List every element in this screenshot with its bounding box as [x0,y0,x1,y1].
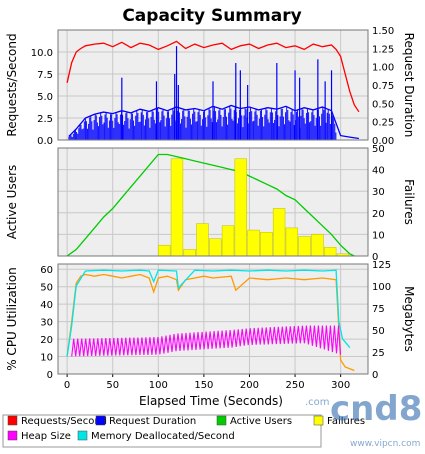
y-tick-label: 60 [40,265,53,276]
legend-label: Failures [327,416,365,427]
plot-frame [57,147,369,257]
bar-failures [209,238,222,257]
y2-axis-title: Megabytes [402,286,416,352]
bar-failures [196,223,209,257]
series-active-users [66,153,355,257]
y2-tick-label: 100 [372,282,391,293]
watermark-url: www.vipcn.com [350,439,420,449]
bar-failures [298,236,311,257]
x-tick-label: 0 [64,380,70,391]
y-tick-label: 5.0 [37,92,53,103]
series-memory-deallocated-second [66,269,351,357]
y-tick-label: 10 [40,353,53,364]
y-tick-label: 40 [40,300,53,311]
y2-tick-label: 25 [372,348,385,359]
legend-swatch [7,415,18,426]
bar-failures [247,229,260,257]
bar-failures [158,244,171,257]
legend-swatch [77,430,88,441]
panel-bottom: 0 10 20 30 40 50 60 0 25 50 75 100 125 0 50 100 150 200 25… [5,260,416,391]
y2-tick-label: 0.50 [372,99,394,110]
y2-tick-label: 0 [372,370,378,381]
plot-frame [57,29,369,141]
y-tick-label: 2.5 [37,114,53,125]
bar-failures [311,234,324,257]
bar-failures [183,249,196,257]
legend-label: Heap Size [21,431,71,442]
y-axis-title: Requests/Second [5,33,19,136]
series-heap-size [71,325,342,357]
y-tick-label: 0 [47,370,53,381]
legend: Requests/Second Request Duration Active Us… [2,414,365,448]
y2-tick-label: 125 [372,260,391,271]
x-tick-label: 250 [286,380,305,391]
y2-axis-title: Request Duration [402,33,416,138]
watermark-com: .com [305,397,330,408]
bar-failures [234,158,247,257]
y-tick-label: 10.0 [31,48,53,59]
y2-tick-label: 10 [372,230,385,241]
y2-tick-label: 20 [372,209,385,220]
y2-tick-label: 40 [372,166,385,177]
y-axis-title: % CPU Utilization [5,267,19,371]
y2-tick-label: 0.75 [372,81,394,92]
y2-tick-label: 50 [372,144,385,155]
y2-tick-label: 50 [372,326,385,337]
x-tick-label: 300 [331,380,350,391]
bar-failures [221,225,235,257]
y2-tick-label: 1.00 [372,63,394,74]
y2-tick-label: 1.25 [372,44,394,55]
legend-swatch [313,415,324,426]
y-tick-label: 20 [40,335,53,346]
series-requests-second [66,40,360,113]
chart-title: Capacity Summary [122,6,301,26]
legend-box [2,414,322,448]
y2-tick-label: 75 [372,304,385,315]
legend-swatch [95,415,106,426]
legend-swatch [7,430,18,441]
bar-failures [272,208,286,257]
bar-failures [170,158,184,257]
y2-tick-label: 1.50 [372,26,394,37]
panel-top: 0.0 2.5 5.0 7.5 10.0 0.00 0.25 0.50 0.75 1.00 1.25… [5,26,416,147]
x-tick-label: 50 [106,380,119,391]
y2-tick-label: 30 [372,187,385,198]
y2-tick-label: 0.25 [372,118,394,129]
legend-label: Requests/Second [21,416,107,427]
watermark: cnd8 .com www.vipcn.com [305,389,422,449]
plot-frame [57,263,369,375]
bar-failures [323,247,337,257]
x-tick-label: 200 [240,380,259,391]
duration-jitter [68,106,337,140]
x-axis-title: Elapsed Time (Seconds) [139,394,283,408]
y-tick-label: 50 [40,283,53,294]
panel-middle: 0 10 20 30 40 50 Active Users Failures [5,144,416,263]
watermark-text: cnd8 [330,389,422,429]
y-axis-title: Active Users [5,165,19,240]
y-tick-label: 7.5 [37,70,53,81]
x-tick-label: 150 [194,380,213,391]
bar-failures [260,231,273,257]
legend-label: Request Duration [109,416,196,427]
x-tick-label: 100 [149,380,168,391]
y2-axis-title: Failures [402,179,416,225]
y2-tick-label: 0 [372,252,378,263]
legend-label: Memory Deallocated/Second [91,431,235,442]
legend-label: Active Users [230,416,292,427]
y-tick-label: 30 [40,318,53,329]
plot-area [57,263,369,375]
bar-failures [285,227,299,257]
y2-tick-label: 0.00 [372,136,394,147]
y-tick-label: 0.0 [37,136,53,147]
legend-swatch [216,415,227,426]
